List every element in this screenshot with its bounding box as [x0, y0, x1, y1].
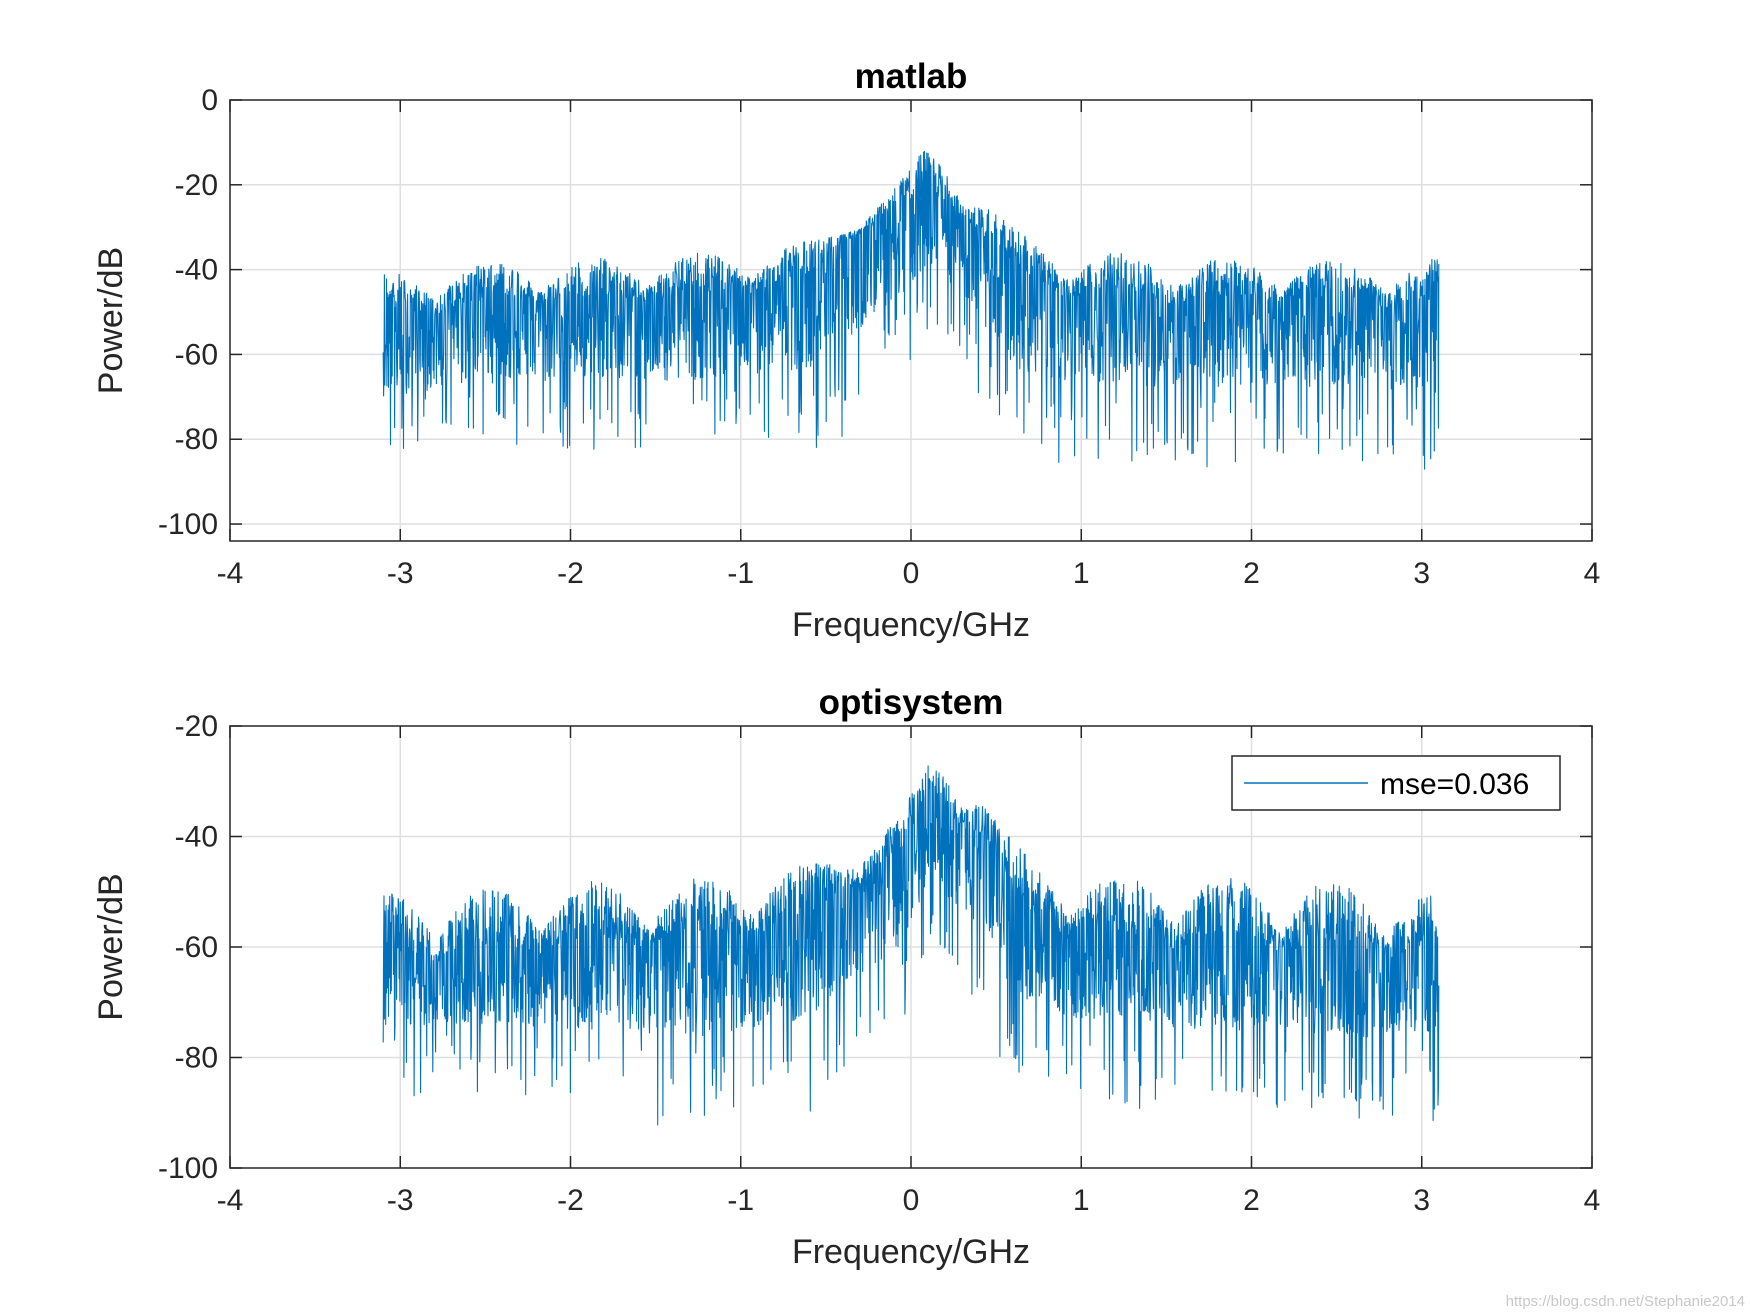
- legend[interactable]: mse=0.036: [1231, 755, 1561, 811]
- y-tick-labels: 0 -20 -40 -60 -80 -100: [158, 84, 218, 541]
- tick-marks: [229, 99, 1593, 541]
- spectrum-series: [382, 765, 1440, 1126]
- y-tick-label: -40: [175, 821, 218, 854]
- y-tick-label: -40: [175, 254, 218, 287]
- y-tick-label: -100: [158, 508, 218, 541]
- plot-title: optisystem: [819, 683, 1004, 722]
- y-tick-label: -80: [175, 423, 218, 456]
- x-tick-label: 3: [1413, 1184, 1430, 1217]
- y-tick-labels: -20 -40 -60 -80 -100: [158, 710, 218, 1185]
- x-tick-label: -3: [387, 1184, 414, 1217]
- x-tick-label: 4: [1584, 1184, 1601, 1217]
- x-tick-label: -4: [217, 1184, 244, 1217]
- x-tick-label: -3: [387, 557, 414, 590]
- x-tick-label: -4: [217, 557, 244, 590]
- x-axis-label: Frequency/GHz: [792, 606, 1030, 644]
- tick-marks: [229, 725, 1593, 1169]
- y-tick-label: 0: [201, 84, 218, 117]
- x-tick-label: 0: [903, 557, 920, 590]
- x-tick-label: -1: [727, 557, 754, 590]
- x-axis-label: Frequency/GHz: [792, 1233, 1030, 1271]
- x-tick-label: 2: [1243, 1184, 1260, 1217]
- x-tick-label: 1: [1073, 1184, 1090, 1217]
- legend-label: mse=0.036: [1380, 768, 1529, 801]
- x-tick-label: -2: [557, 1184, 584, 1217]
- y-tick-label: -20: [175, 710, 218, 743]
- x-tick-labels: -4 -3 -2 -1 0 1 2 3 4: [217, 1184, 1601, 1217]
- y-axis-label: Power/dB: [92, 247, 130, 394]
- x-tick-label: 3: [1413, 557, 1430, 590]
- watermark-text: https://blog.csdn.net/Stephanie2014: [1506, 1293, 1745, 1310]
- x-tick-label: 4: [1584, 557, 1601, 590]
- plot-title: matlab: [855, 57, 968, 96]
- x-tick-label: 1: [1073, 557, 1090, 590]
- y-tick-label: -60: [175, 931, 218, 964]
- series-line: [382, 765, 1440, 1126]
- y-axis-label: Power/dB: [92, 873, 130, 1020]
- x-tick-labels: -4 -3 -2 -1 0 1 2 3 4: [217, 557, 1601, 590]
- y-tick-label: -100: [158, 1152, 218, 1185]
- x-tick-label: 2: [1243, 557, 1260, 590]
- subplot-matlab: -4 -3 -2 -1 0 1 2 3 4 0 -20 -40 -60 -80 -100 matlab F…: [92, 57, 1600, 644]
- y-tick-label: -60: [175, 338, 218, 371]
- x-tick-label: 0: [903, 1184, 920, 1217]
- x-tick-label: -2: [557, 557, 584, 590]
- subplot-optisystem: -4 -3 -2 -1 0 1 2 3 4 -20 -40 -60 -80 -100 optisyste…: [92, 683, 1600, 1271]
- series-line: [382, 150, 1440, 470]
- x-tick-label: -1: [727, 1184, 754, 1217]
- y-tick-label: -20: [175, 169, 218, 202]
- spectrum-series: [382, 150, 1440, 470]
- y-tick-label: -80: [175, 1042, 218, 1075]
